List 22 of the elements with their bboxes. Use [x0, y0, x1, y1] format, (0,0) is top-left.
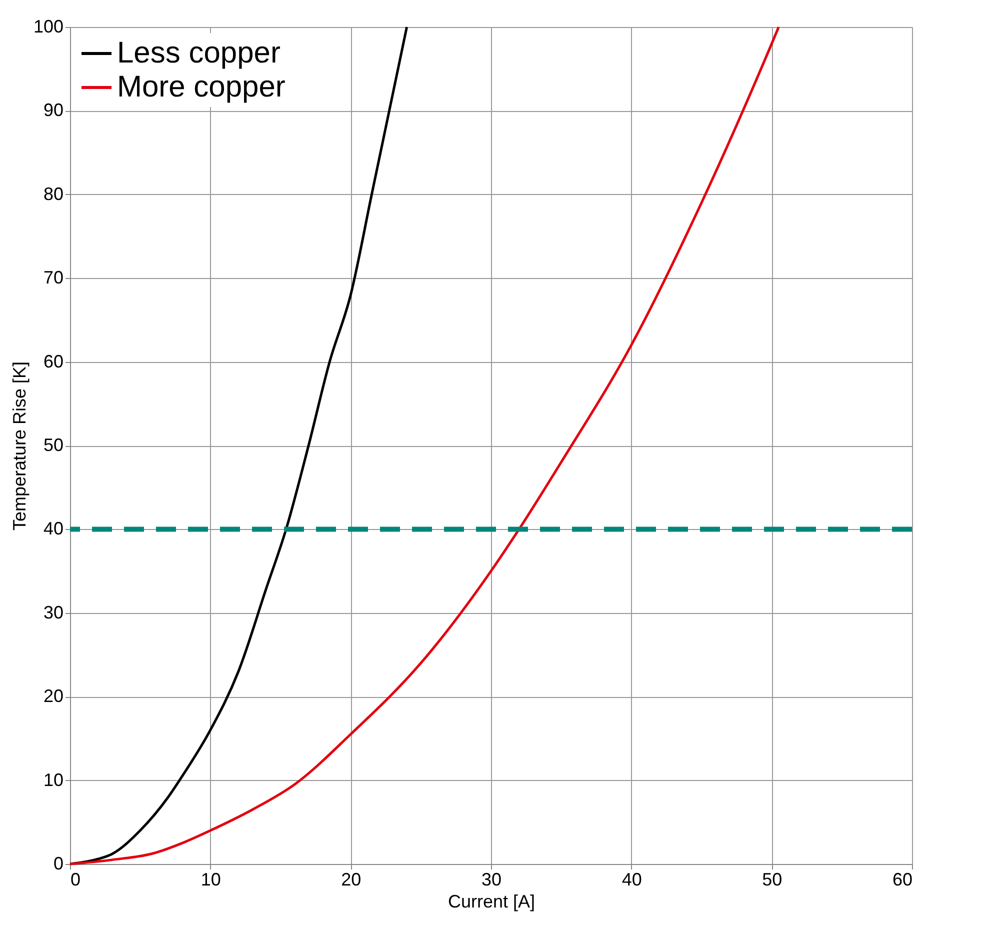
y-tick-label: 100 — [33, 16, 64, 36]
y-axis-title: Temperature Rise [K] — [9, 361, 30, 531]
x-tick-label: 50 — [762, 870, 782, 890]
x-tick-label: 30 — [481, 870, 502, 890]
y-tick-label: 20 — [43, 686, 64, 706]
y-tick-label: 80 — [43, 184, 64, 204]
x-tick-label: 10 — [200, 870, 221, 890]
x-axis-title: Current [A] — [448, 892, 536, 912]
legend-label: More copper — [117, 70, 286, 104]
y-tick-label: 60 — [43, 351, 64, 372]
y-tick-label: 0 — [53, 854, 64, 874]
y-tick-label: 90 — [43, 100, 64, 120]
y-tick-label: 40 — [43, 518, 64, 539]
y-tick-label: 50 — [43, 435, 64, 455]
x-tick-label: 60 — [892, 870, 912, 890]
y-tick-label: 70 — [43, 268, 64, 288]
x-tick-label: 40 — [622, 870, 642, 890]
y-tick-label: 10 — [43, 770, 64, 790]
x-tick-label: 0 — [70, 870, 81, 890]
x-tick-label: 20 — [341, 870, 362, 890]
y-tick-label: 30 — [43, 602, 64, 622]
legend-label: Less copper — [117, 36, 280, 70]
